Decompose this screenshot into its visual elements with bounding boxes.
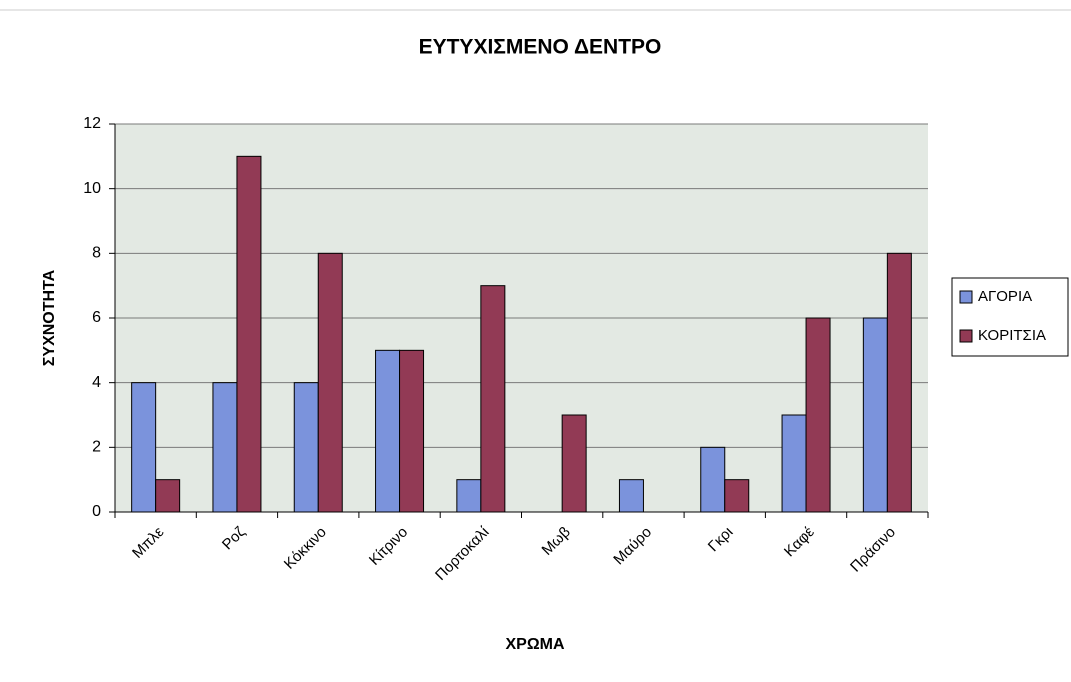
y-tick-label: 0: [92, 503, 101, 520]
y-axis-label: ΣΥΧΝΟΤΗΤΑ: [41, 269, 58, 366]
bar: [805, 317, 831, 513]
chart-title: ΕΥΤΥΧΙΣΜΕΝΟ ΔΕΝΤΡΟ: [419, 36, 662, 59]
bar: [375, 349, 401, 513]
y-tick-label: 4: [92, 374, 101, 391]
bar: [724, 479, 750, 513]
y-tick-label: 12: [83, 115, 101, 132]
bar: [561, 414, 587, 513]
bar: [236, 155, 262, 513]
bar: [212, 382, 238, 513]
y-tick-label: 10: [83, 180, 101, 197]
legend-swatch: [959, 290, 973, 304]
bar: [131, 382, 157, 513]
bar: [700, 446, 726, 513]
bar: [618, 479, 644, 513]
bar: [155, 479, 181, 513]
bar: [293, 382, 319, 513]
legend-label: ΑΓΟΡΙΑ: [978, 288, 1032, 305]
y-tick-label: 2: [92, 439, 101, 456]
x-axis-label: ΧΡΩΜΑ: [505, 636, 565, 653]
bar: [480, 285, 506, 513]
bar: [399, 349, 425, 513]
legend: [951, 277, 1069, 357]
bar: [862, 317, 888, 513]
y-tick-label: 8: [92, 245, 101, 262]
bar: [456, 479, 482, 513]
bar: [886, 252, 912, 513]
legend-label: ΚΟΡΙΤΣΙΑ: [978, 327, 1046, 344]
y-tick-label: 6: [92, 309, 101, 326]
bar: [781, 414, 807, 513]
legend-swatch: [959, 329, 973, 343]
bar: [317, 252, 343, 513]
